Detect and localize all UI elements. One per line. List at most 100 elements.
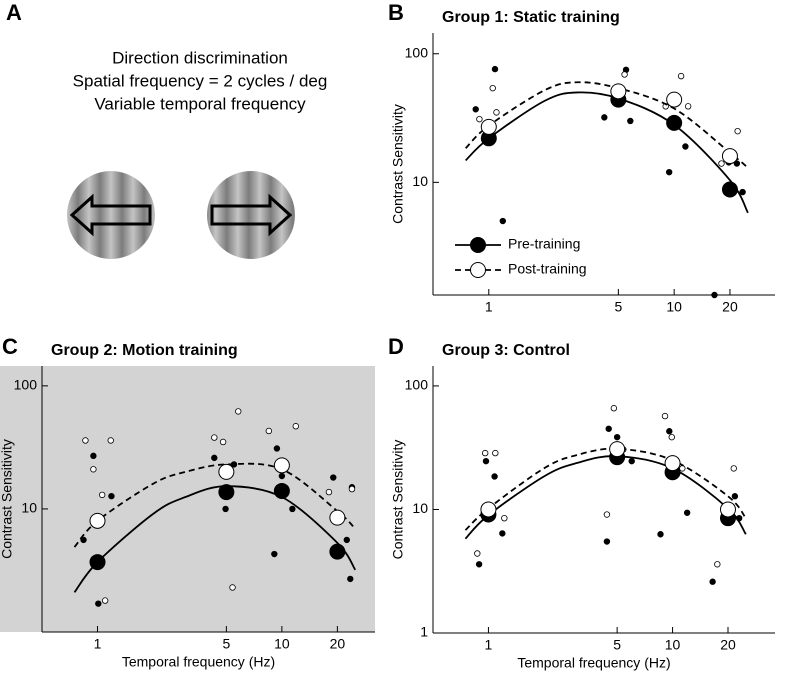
mean-point <box>721 148 738 165</box>
subject-point <box>605 425 612 432</box>
subject-point <box>482 457 490 465</box>
subject-point <box>80 536 87 544</box>
subject-point <box>475 561 483 568</box>
fit-curve <box>464 81 749 169</box>
subject-point <box>684 103 692 110</box>
subject-point <box>682 143 689 150</box>
subject-point <box>734 127 741 135</box>
subject-point <box>472 106 479 113</box>
stimulus-text: Variable temporal frequency <box>94 94 306 113</box>
subject-point <box>211 434 218 441</box>
x-tick-label: 10 <box>665 637 681 653</box>
plot-background <box>0 366 375 632</box>
subject-point <box>325 488 333 496</box>
subject-point <box>491 473 498 480</box>
mean-point <box>329 509 346 526</box>
subject-point <box>491 65 499 73</box>
subject-point <box>679 465 686 472</box>
subject-point <box>683 509 691 516</box>
subject-point <box>733 160 741 167</box>
subject-point <box>499 530 506 537</box>
x-tick-label: 20 <box>720 637 736 653</box>
x-tick-label: 10 <box>666 299 682 315</box>
subject-point <box>219 438 227 446</box>
mean-point <box>89 512 106 529</box>
subject-point <box>229 584 236 591</box>
x-tick-label: 1 <box>94 636 102 652</box>
stimulus-text: Spatial frequency = 2 cycles / deg <box>73 71 328 90</box>
chart-title: Group 3: Control <box>442 342 570 359</box>
subject-point <box>348 485 356 493</box>
subject-point <box>657 531 664 538</box>
subject-point <box>492 449 499 457</box>
x-axis-label: Temporal frequency (Hz) <box>517 655 670 671</box>
mean-point <box>610 83 627 100</box>
subject-point <box>627 117 634 125</box>
fit-curve <box>464 455 747 540</box>
subject-point <box>330 474 337 481</box>
arrow-right <box>210 193 293 237</box>
mean-point <box>273 482 290 499</box>
chart-title: Group 2: Motion training <box>51 342 238 359</box>
subject-point <box>501 514 508 522</box>
mean-point <box>89 554 106 571</box>
legend-label: Pre-training <box>508 236 580 252</box>
subject-point <box>98 491 106 499</box>
panel-letter: B <box>388 0 404 25</box>
subject-point <box>90 466 97 473</box>
subject-point <box>610 405 618 412</box>
subject-point <box>730 465 737 472</box>
x-tick-label: 5 <box>614 299 622 315</box>
subject-point <box>665 168 673 176</box>
subject-point <box>273 445 281 452</box>
subject-point <box>668 433 675 441</box>
subject-point <box>628 457 635 465</box>
subject-point <box>476 115 483 123</box>
x-tick-label: 20 <box>330 636 346 652</box>
y-tick-label: 10 <box>412 500 428 516</box>
subject-point <box>613 433 621 441</box>
mean-point <box>664 455 681 472</box>
y-tick-label: 1 <box>420 624 428 640</box>
mean-point <box>719 501 736 518</box>
panel-letter: A <box>6 0 22 25</box>
subject-point <box>677 72 685 80</box>
panel-letter: D <box>388 334 404 359</box>
subject-point <box>499 217 507 225</box>
subject-point <box>493 109 500 116</box>
stimulus-text: Direction discrimination <box>112 48 288 67</box>
y-axis-label: Contrast Sensitivity <box>0 439 15 559</box>
grating <box>67 171 155 259</box>
subject-point <box>289 505 296 513</box>
mean-point <box>609 441 626 458</box>
x-tick-label: 1 <box>485 637 493 653</box>
y-tick-label: 10 <box>21 500 37 516</box>
fit-curve <box>465 91 749 214</box>
subject-point <box>343 536 350 544</box>
subject-point <box>661 412 669 420</box>
y-tick-label: 10 <box>412 173 428 189</box>
subject-point <box>211 454 218 462</box>
subject-point <box>603 538 611 545</box>
mean-point <box>218 463 235 480</box>
subject-point <box>108 492 115 500</box>
subject-point <box>101 597 109 604</box>
mean-point <box>480 118 497 135</box>
subject-point <box>601 114 608 121</box>
y-axis-label: Contrast Sensitivity <box>390 440 406 560</box>
x-tick-label: 20 <box>722 299 738 315</box>
subject-point <box>82 437 89 444</box>
arrow-left <box>69 193 152 237</box>
subject-point <box>271 550 278 558</box>
subject-point <box>222 505 229 513</box>
subject-point <box>739 188 746 196</box>
mean-point <box>666 114 683 131</box>
chart-title: Group 1: Static training <box>442 9 620 26</box>
y-tick-label: 100 <box>405 377 429 393</box>
y-axis-label: Contrast Sensitivity <box>390 104 406 224</box>
subject-point <box>711 291 718 299</box>
subject-point <box>603 511 611 518</box>
mean-point <box>666 91 683 108</box>
x-tick-label: 10 <box>274 636 290 652</box>
